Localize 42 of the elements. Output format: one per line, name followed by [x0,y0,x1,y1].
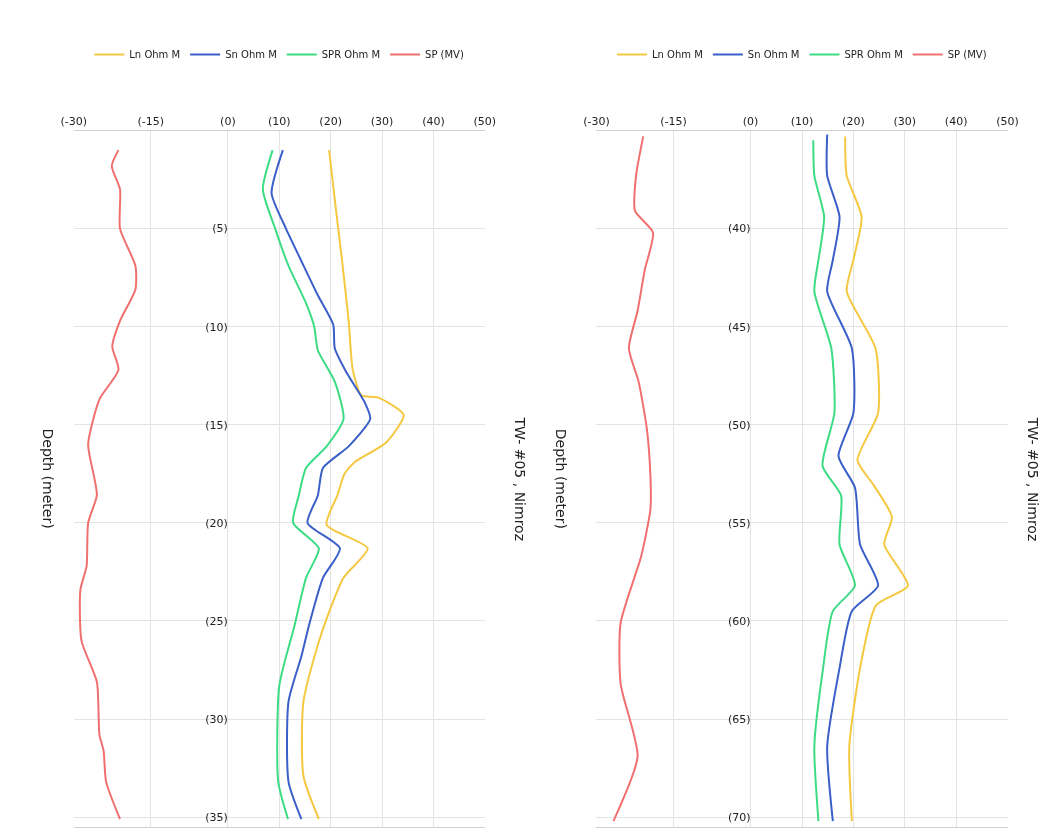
y-tick-label: (25) [205,614,228,628]
y-tick-label: (65) [728,712,751,726]
x-tick-label: (0) [220,115,236,129]
x-tick-label: (10) [267,115,291,129]
x-tick-label: (-30) [60,115,88,129]
legend-label: SP (MV) [425,49,464,61]
legend-label: Ln Ohm M [129,49,181,61]
y-tick-label: (35) [205,811,228,825]
y-tick-label: (40) [728,222,751,236]
y-tick-label: (20) [205,516,228,530]
y-tick-label: (30) [205,712,228,726]
x-tick-label: (50) [996,115,1019,129]
x-tick-label: (30) [893,115,917,129]
text: TW- #05 , Nimroz [512,416,529,541]
x-tick-label: (-15) [137,115,165,129]
y-axis-title: Depth (meter) [552,428,569,529]
y-tick-label: (70) [728,811,751,825]
y-tick-label: (60) [728,614,751,628]
y-tick-label: (15) [205,418,228,432]
x-tick-label: (40) [944,115,968,129]
x-tick-label: (-15) [660,115,687,129]
x-tick-label: (0) [742,115,759,129]
legend-label: Ln Ohm M [652,49,703,61]
x-tick-label: (50) [473,115,497,129]
y-tick-label: (50) [728,418,751,432]
text: TW- #05 , Nimroz [1024,416,1041,542]
y-tick-label: (55) [728,516,751,530]
y-axis-title: Depth (meter) [39,428,56,529]
x-tick-label: (30) [370,115,394,129]
legend-label: SP (MV) [947,49,987,61]
y-tick-label: (10) [205,320,228,334]
x-tick-label: (20) [842,115,865,129]
y-tick-label: (5) [212,222,228,236]
x-tick-label: (10) [790,115,814,129]
x-tick-label: (20) [319,115,342,129]
legend-label: Sn Ohm M [225,49,277,61]
x-tick-label: (40) [422,115,445,129]
legend-label: SPR Ohm M [321,49,381,61]
legend-label: SPR Ohm M [844,49,903,61]
legend-label: Sn Ohm M [747,49,800,61]
y-tick-label: (45) [728,320,751,334]
x-tick-label: (-30) [583,115,610,129]
